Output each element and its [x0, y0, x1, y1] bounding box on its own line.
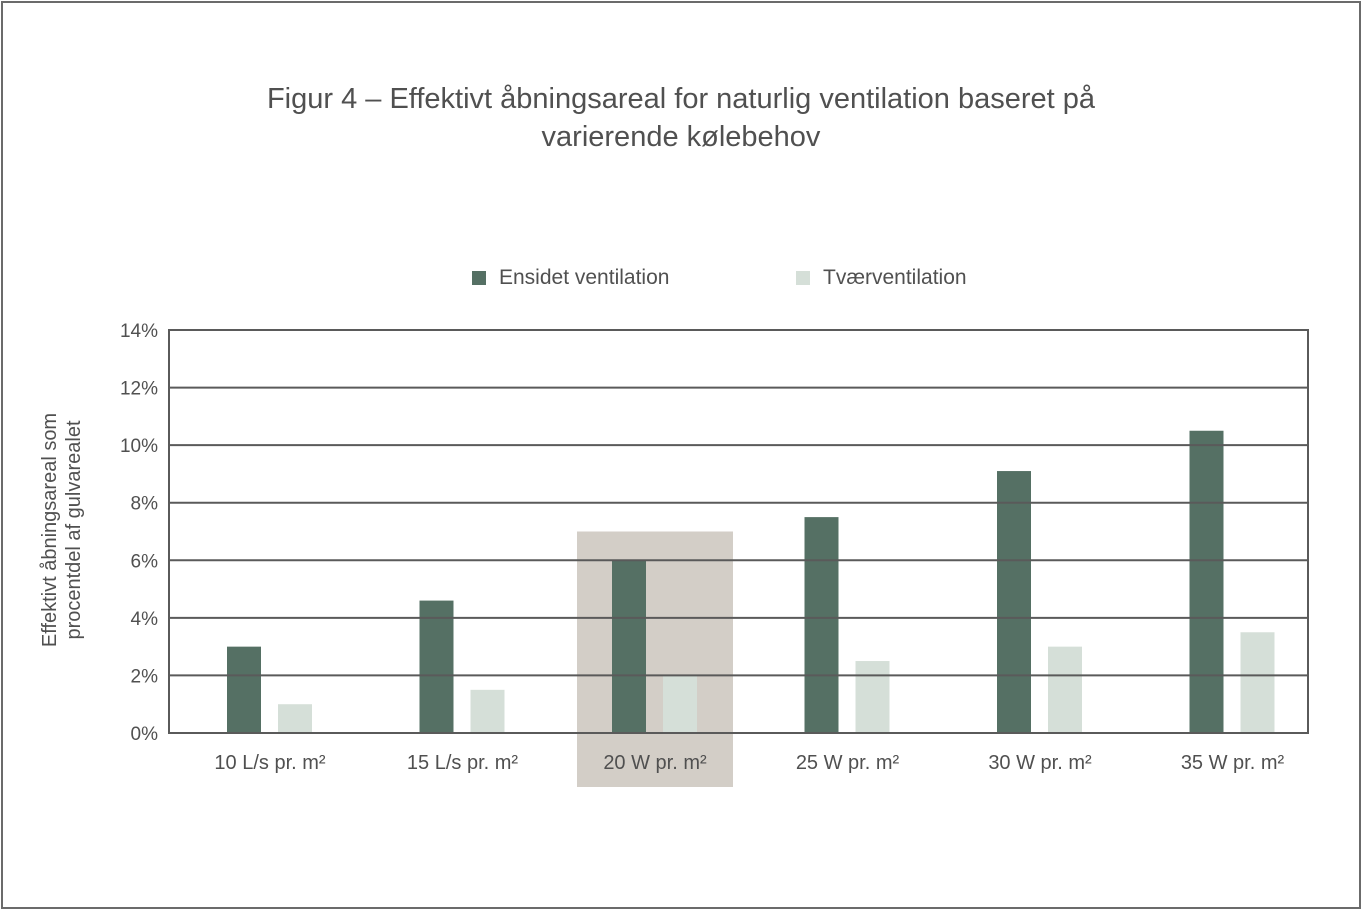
x-tick-label: 30 W pr. m² [988, 752, 1092, 774]
legend-label-ensidet: Ensidet ventilation [499, 266, 670, 289]
bar-tvaer [470, 689, 505, 733]
x-tick-label: 15 L/s pr. m² [407, 752, 518, 774]
x-tick-label: 20 W pr. m² [603, 752, 707, 774]
chart-title-line-2: varierende kølebehov [541, 121, 821, 153]
bar-tvaer [1048, 646, 1082, 733]
legend-swatch-ensidet [472, 271, 486, 285]
y-tick-label: 8% [131, 494, 159, 515]
x-tick-label: 35 W pr. m² [1181, 752, 1285, 774]
y-tick-label: 12% [120, 379, 158, 400]
bar-tvaer [855, 661, 890, 733]
y-tick-label: 14% [120, 321, 158, 342]
bar-ensidet [1189, 430, 1224, 733]
bar-tvaer [1240, 632, 1275, 733]
bar-ensidet [997, 471, 1031, 733]
legend-label-tvaer: Tværventilation [823, 266, 967, 289]
highlight-band [577, 531, 733, 787]
legend-item-tvaer: Tværventilation [796, 266, 967, 290]
bar-ensidet [612, 560, 646, 733]
chart-title: Figur 4 – Effektivt åbningsareal for nat… [0, 80, 1362, 156]
y-tick-label: 0% [131, 724, 159, 745]
bar-ensidet [419, 600, 454, 733]
legend: Ensidet ventilation Tværventilation [0, 266, 1362, 296]
y-tick-label: 2% [131, 666, 159, 687]
y-tick-label: 6% [131, 551, 159, 572]
bar-tvaer [663, 675, 697, 733]
x-tick-label: 25 W pr. m² [796, 752, 900, 774]
bar-ensidet [227, 646, 261, 733]
bar-ensidet [804, 517, 839, 733]
legend-item-ensidet: Ensidet ventilation [472, 266, 669, 290]
y-tick-label: 10% [120, 436, 158, 457]
chart-title-line-1: Figur 4 – Effektivt åbningsareal for nat… [266, 83, 1096, 115]
y-tick-label: 4% [131, 609, 159, 630]
bar-tvaer [278, 704, 312, 733]
x-tick-label: 10 L/s pr. m² [214, 752, 325, 774]
legend-swatch-tvaer [796, 271, 810, 285]
